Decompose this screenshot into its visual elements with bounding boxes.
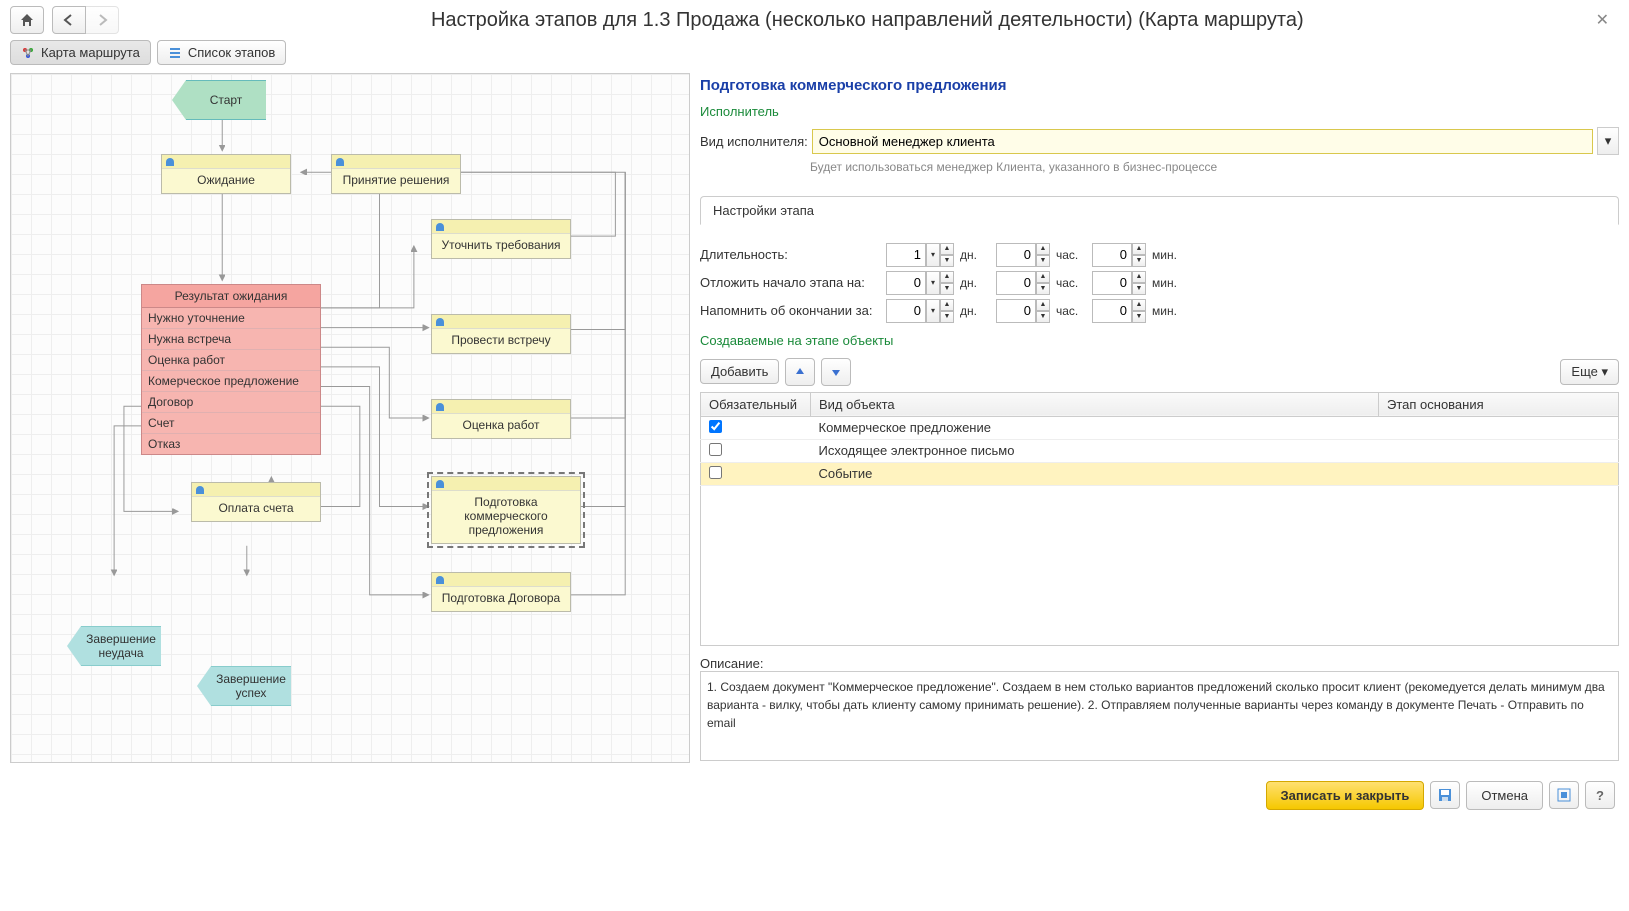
spin-down[interactable]: ▼	[1132, 311, 1146, 323]
tab-route-map[interactable]: Карта маршрута	[10, 40, 151, 65]
help-button[interactable]: ?	[1585, 781, 1615, 809]
user-icon	[432, 477, 580, 491]
executor-hint: Будет использоваться менеджер Клиента, у…	[810, 159, 1619, 176]
spin-down[interactable]: ▼	[1132, 283, 1146, 295]
spin-up[interactable]: ▲	[1036, 243, 1050, 255]
stage-title: Подготовка коммерческого предложения	[700, 73, 1619, 98]
user-icon	[432, 315, 570, 329]
more-button[interactable]: Еще ▾	[1560, 359, 1619, 385]
spin-up[interactable]: ▲	[1036, 299, 1050, 311]
task-decision[interactable]: Принятие решения	[331, 154, 461, 194]
forward-button[interactable]	[85, 6, 119, 34]
executor-label: Вид исполнителя:	[700, 134, 808, 149]
spin-up[interactable]: ▲	[940, 299, 954, 311]
user-icon	[162, 155, 290, 169]
page-title: Настройка этапов для 1.3 Продажа (нескол…	[183, 9, 1552, 32]
executor-input[interactable]	[812, 129, 1593, 154]
task-contract[interactable]: Подготовка Договора	[431, 572, 571, 612]
cancel-button[interactable]: Отмена	[1466, 781, 1543, 810]
back-button[interactable]	[52, 6, 86, 34]
user-icon	[432, 220, 570, 234]
spin-input[interactable]	[886, 299, 926, 323]
objects-table: Обязательный Вид объекта Этап основания …	[700, 392, 1619, 486]
task-wait[interactable]: Ожидание	[161, 154, 291, 194]
settings-icon-button[interactable]	[1549, 781, 1579, 809]
description-box[interactable]: 1. Создаем документ "Коммерческое предло…	[700, 671, 1619, 761]
spin-down[interactable]: ▼	[1036, 311, 1050, 323]
spin-up[interactable]: ▲	[940, 243, 954, 255]
tab-stages-list[interactable]: Список этапов	[157, 40, 286, 65]
spin-input[interactable]	[1092, 299, 1132, 323]
start-node[interactable]: Старт	[186, 80, 690, 120]
spin-dropdown[interactable]: ▾	[926, 299, 940, 323]
move-up-button[interactable]	[785, 358, 815, 386]
switch-option[interactable]: Счет	[142, 413, 320, 434]
task-clarify[interactable]: Уточнить требования	[431, 219, 571, 259]
spin-down[interactable]: ▼	[940, 255, 954, 267]
spin-input[interactable]	[886, 271, 926, 295]
spin-input[interactable]	[996, 271, 1036, 295]
switch-node[interactable]: Результат ожидания Нужно уточнениеНужна …	[141, 284, 321, 455]
add-button[interactable]: Добавить	[700, 359, 779, 384]
spin-up[interactable]: ▲	[1132, 271, 1146, 283]
spin-input[interactable]	[1092, 243, 1132, 267]
user-icon	[192, 483, 320, 497]
table-blank-area[interactable]	[700, 486, 1619, 646]
spin-down[interactable]: ▼	[1036, 283, 1050, 295]
end-fail-node[interactable]: Завершение неудача	[81, 626, 690, 666]
flowchart-canvas[interactable]: Старт Ожидание Принятие решения Уточнить…	[10, 73, 690, 763]
spin-down[interactable]: ▼	[940, 311, 954, 323]
executor-section: Исполнитель	[700, 98, 1619, 123]
task-estimate[interactable]: Оценка работ	[431, 399, 571, 439]
home-button[interactable]	[10, 6, 44, 34]
switch-option[interactable]: Отказ	[142, 434, 320, 454]
spin-input[interactable]	[1092, 271, 1132, 295]
col-required[interactable]: Обязательный	[701, 392, 811, 416]
user-icon	[432, 573, 570, 587]
task-commercial[interactable]: Подготовка коммерческого предложения	[431, 476, 581, 544]
switch-option[interactable]: Нужно уточнение	[142, 308, 320, 329]
task-meeting[interactable]: Провести встречу	[431, 314, 571, 354]
description-label: Описание:	[700, 656, 1619, 671]
objects-section: Создаваемые на этапе объекты	[700, 327, 1619, 352]
spin-down[interactable]: ▼	[940, 283, 954, 295]
spin-up[interactable]: ▲	[1132, 299, 1146, 311]
required-checkbox[interactable]	[709, 443, 722, 456]
save-icon-button[interactable]	[1430, 781, 1460, 809]
table-row[interactable]: Событие	[701, 462, 1619, 485]
col-type[interactable]: Вид объекта	[811, 392, 1379, 416]
spin-down[interactable]: ▼	[1036, 255, 1050, 267]
spin-up[interactable]: ▲	[940, 271, 954, 283]
required-checkbox[interactable]	[709, 466, 722, 479]
spin-down[interactable]: ▼	[1132, 255, 1146, 267]
switch-option[interactable]: Оценка работ	[142, 350, 320, 371]
table-row[interactable]: Исходящее электронное письмо	[701, 439, 1619, 462]
task-payment[interactable]: Оплата счета	[191, 482, 321, 522]
move-down-button[interactable]	[821, 358, 851, 386]
close-icon[interactable]: ✕	[1596, 10, 1609, 30]
spin-up[interactable]: ▲	[1132, 243, 1146, 255]
required-checkbox[interactable]	[709, 420, 722, 433]
switch-option[interactable]: Договор	[142, 392, 320, 413]
spin-input[interactable]	[996, 243, 1036, 267]
table-row[interactable]: Коммерческое предложение	[701, 416, 1619, 439]
spin-up[interactable]: ▲	[1036, 271, 1050, 283]
spin-dropdown[interactable]: ▾	[926, 271, 940, 295]
spin-input[interactable]	[886, 243, 926, 267]
end-success-node[interactable]: Завершение успех	[211, 666, 690, 706]
user-icon	[332, 155, 460, 169]
spin-dropdown[interactable]: ▾	[926, 243, 940, 267]
spin-input[interactable]	[996, 299, 1036, 323]
executor-dropdown[interactable]: ▾	[1597, 127, 1619, 155]
col-stage[interactable]: Этап основания	[1379, 392, 1619, 416]
settings-tab[interactable]: Настройки этапа	[700, 196, 1619, 225]
save-close-button[interactable]: Записать и закрыть	[1266, 781, 1425, 810]
switch-option[interactable]: Нужна встреча	[142, 329, 320, 350]
switch-option[interactable]: Комерческое предложение	[142, 371, 320, 392]
user-icon	[432, 400, 570, 414]
